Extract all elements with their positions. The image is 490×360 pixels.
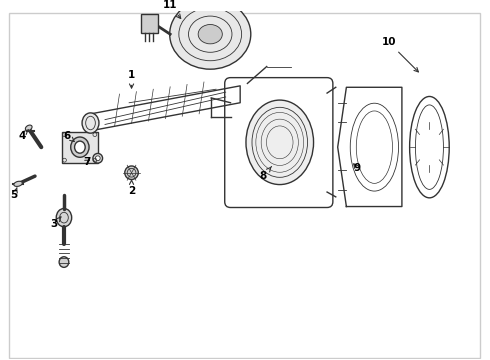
Ellipse shape (93, 153, 102, 163)
Polygon shape (338, 87, 402, 207)
Text: 11: 11 (163, 0, 181, 18)
Ellipse shape (14, 181, 23, 186)
Ellipse shape (59, 257, 69, 267)
Text: 8: 8 (260, 166, 271, 181)
Ellipse shape (25, 125, 32, 131)
Bar (62, 132, 98, 163)
FancyBboxPatch shape (225, 78, 333, 207)
Ellipse shape (170, 0, 251, 69)
Ellipse shape (82, 113, 99, 133)
Ellipse shape (56, 208, 72, 227)
Text: 9: 9 (353, 163, 361, 173)
Ellipse shape (246, 100, 314, 185)
Bar (141, 14, 158, 33)
Ellipse shape (198, 24, 222, 44)
Text: 3: 3 (50, 217, 61, 229)
Text: 1: 1 (128, 70, 135, 88)
Text: 2: 2 (128, 180, 135, 195)
Polygon shape (86, 86, 240, 132)
Ellipse shape (125, 166, 138, 180)
Text: 7: 7 (83, 157, 90, 167)
Text: 4: 4 (18, 130, 28, 140)
Ellipse shape (74, 141, 85, 153)
Text: 10: 10 (382, 37, 418, 72)
Ellipse shape (71, 137, 89, 157)
Ellipse shape (96, 156, 100, 161)
Text: 6: 6 (64, 131, 74, 141)
Text: 5: 5 (11, 188, 18, 201)
